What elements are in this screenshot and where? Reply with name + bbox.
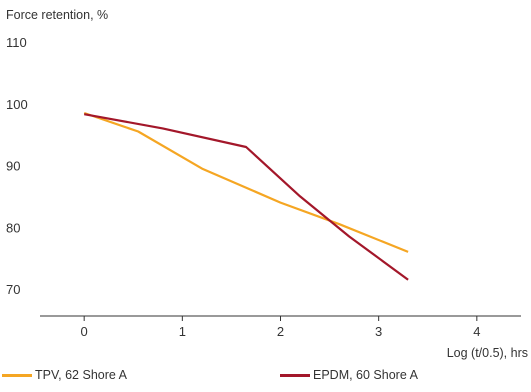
x-tick-label-1: 1 bbox=[179, 324, 186, 339]
legend-item-tpv: TPV, 62 Shore A bbox=[2, 368, 127, 382]
series-line-0 bbox=[83, 111, 409, 253]
legend-label-epdm: EPDM, 60 Shore A bbox=[313, 368, 418, 382]
y-tick-label-70: 70 bbox=[6, 282, 20, 297]
legend-swatch-tpv bbox=[2, 373, 32, 377]
x-tick-label-4: 4 bbox=[473, 324, 480, 339]
series-line-1 bbox=[84, 113, 409, 281]
legend-label-tpv: TPV, 62 Shore A bbox=[35, 368, 127, 382]
x-tick-label-0: 0 bbox=[81, 324, 88, 339]
chart-title: Force retention, % bbox=[6, 8, 109, 22]
x-tick-label-3: 3 bbox=[375, 324, 382, 339]
legend-swatch-epdm bbox=[280, 373, 310, 377]
y-tick-label-100: 100 bbox=[6, 97, 28, 112]
x-tick-label-2: 2 bbox=[277, 324, 284, 339]
legend-item-epdm: EPDM, 60 Shore A bbox=[280, 368, 418, 382]
y-tick-label-110: 110 bbox=[6, 35, 27, 50]
y-tick-label-80: 80 bbox=[6, 220, 20, 235]
y-tick-label-90: 90 bbox=[6, 159, 20, 174]
x-axis-title: Log (t/0.5), hrs bbox=[446, 346, 528, 360]
legend: TPV, 62 Shore A EPDM, 60 Shore A bbox=[0, 368, 531, 388]
